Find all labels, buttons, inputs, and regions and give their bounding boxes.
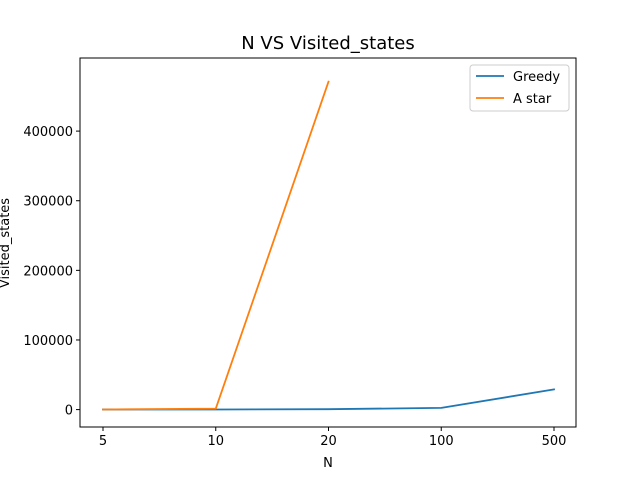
x-tick-label: 500 <box>542 434 567 449</box>
x-tick-label: 10 <box>207 434 224 449</box>
y-tick-label: 400000 <box>23 125 73 140</box>
y-axis-label: Visited_states <box>0 198 13 288</box>
y-tick-label: 300000 <box>23 195 73 210</box>
y-tick-label: 200000 <box>23 264 73 279</box>
x-axis: 5 10 20 100 500 <box>99 427 567 449</box>
series-line-a-star <box>102 80 330 411</box>
x-tick-label: 20 <box>320 434 337 449</box>
x-tick-label: 100 <box>429 434 454 449</box>
y-tick-label: 100000 <box>23 334 73 349</box>
x-tick-label: 5 <box>99 434 107 449</box>
y-tick-label: 0 <box>65 404 73 419</box>
plot-marks <box>102 80 556 411</box>
x-axis-label: N <box>323 456 333 471</box>
y-axis: 0 100000 200000 300000 400000 <box>23 125 80 419</box>
legend: Greedy A star <box>469 64 570 112</box>
legend-label-greedy: Greedy <box>513 70 560 85</box>
chart-title: N VS Visited_states <box>241 33 414 54</box>
legend-label-a-star: A star <box>513 92 552 107</box>
